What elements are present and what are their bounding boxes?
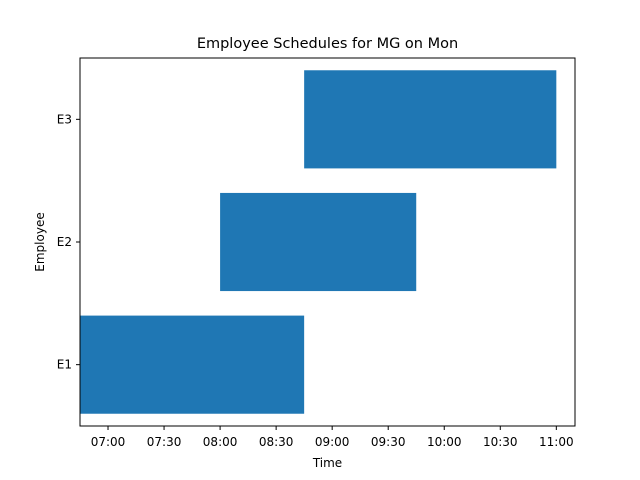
- bar-e2: [220, 192, 417, 292]
- x-tick-label: 08:00: [203, 435, 238, 449]
- y-axis-title: Employee: [33, 212, 47, 271]
- x-tick-label: 11:00: [539, 435, 574, 449]
- x-tick-label: 07:00: [91, 435, 126, 449]
- y-tick-label: E2: [57, 235, 72, 249]
- y-tick-label: E3: [57, 112, 72, 126]
- y-tick-label: E1: [57, 358, 72, 372]
- x-tick-label: 09:30: [371, 435, 406, 449]
- x-tick-label: 10:00: [427, 435, 462, 449]
- x-axis-ticks: 07:00 07:30 08:00 08:30 09:00 09:30 10:00 10:30…: [91, 426, 574, 449]
- bar-e1: [80, 315, 305, 414]
- x-tick-label: 07:30: [147, 435, 182, 449]
- x-tick-label: 10:30: [483, 435, 518, 449]
- x-tick-label: 08:30: [259, 435, 294, 449]
- x-axis-title: Time: [312, 456, 342, 470]
- bar-e3: [304, 70, 557, 169]
- y-axis-ticks: E1 E2 E3: [57, 112, 80, 372]
- bars-group: [80, 70, 557, 414]
- x-tick-label: 09:00: [315, 435, 350, 449]
- chart-title: Employee Schedules for MG on Mon: [197, 36, 458, 52]
